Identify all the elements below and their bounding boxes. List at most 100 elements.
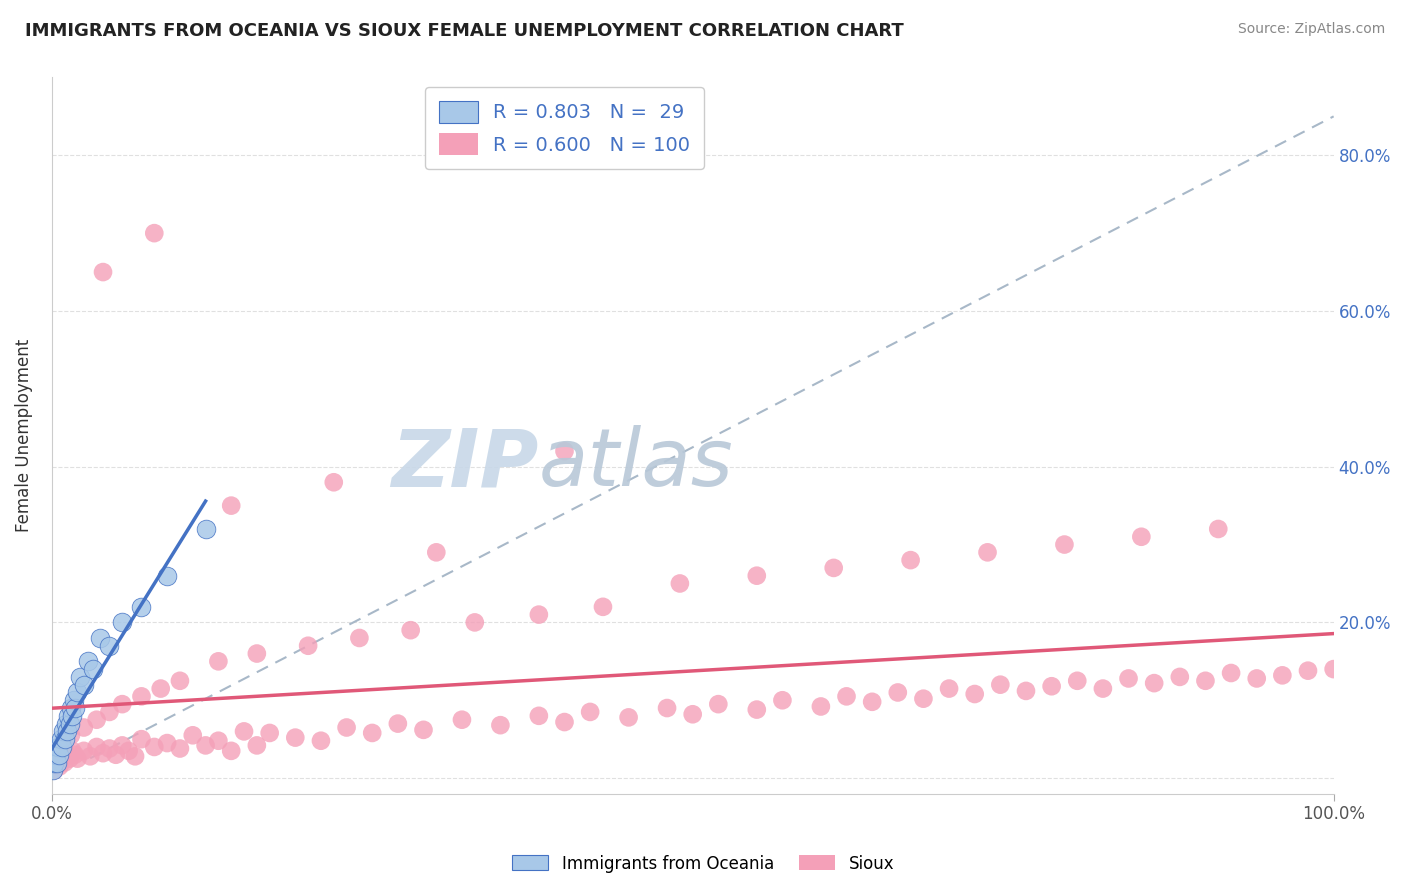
Point: [399, 623, 422, 637]
Point: [63, 747, 86, 762]
Point: [104, 747, 127, 762]
Point: [284, 731, 307, 745]
Point: [1015, 684, 1038, 698]
Point: [76, 654, 98, 668]
Point: [58, 708, 80, 723]
Point: [1066, 673, 1088, 688]
Point: [682, 707, 704, 722]
Point: [810, 699, 832, 714]
Point: [1130, 530, 1153, 544]
Point: [73, 721, 96, 735]
Point: [233, 724, 256, 739]
Point: [59, 701, 82, 715]
Point: [111, 615, 134, 630]
Point: [149, 681, 172, 696]
Point: [91, 746, 114, 760]
Point: [988, 678, 1011, 692]
Point: [52, 724, 75, 739]
Point: [246, 739, 269, 753]
Point: [169, 741, 191, 756]
Point: [297, 639, 319, 653]
Point: [143, 739, 166, 754]
Point: [1271, 668, 1294, 682]
Text: ZIP: ZIP: [391, 425, 538, 503]
Point: [53, 756, 76, 770]
Point: [669, 576, 692, 591]
Point: [98, 741, 121, 756]
Point: [259, 726, 281, 740]
Point: [73, 744, 96, 758]
Point: [44, 764, 66, 778]
Point: [181, 728, 204, 742]
Point: [66, 751, 89, 765]
Point: [98, 705, 121, 719]
Legend: Immigrants from Oceania, Sioux: Immigrants from Oceania, Sioux: [505, 848, 901, 880]
Point: [118, 744, 141, 758]
Point: [412, 723, 434, 737]
Point: [45, 747, 67, 762]
Y-axis label: Female Unemployment: Female Unemployment: [15, 339, 32, 533]
Point: [46, 739, 69, 754]
Point: [156, 736, 179, 750]
Point: [73, 678, 96, 692]
Point: [86, 713, 108, 727]
Point: [49, 732, 72, 747]
Point: [1168, 670, 1191, 684]
Point: [169, 673, 191, 688]
Point: [1246, 672, 1268, 686]
Point: [387, 716, 409, 731]
Point: [53, 732, 76, 747]
Point: [707, 697, 730, 711]
Point: [111, 697, 134, 711]
Point: [1053, 537, 1076, 551]
Point: [1040, 679, 1063, 693]
Point: [79, 749, 101, 764]
Point: [592, 599, 614, 614]
Point: [1220, 665, 1243, 680]
Point: [464, 615, 486, 630]
Point: [770, 693, 793, 707]
Point: [59, 728, 82, 742]
Point: [425, 545, 447, 559]
Point: [45, 756, 67, 770]
Point: [131, 732, 153, 747]
Point: [1194, 673, 1216, 688]
Point: [156, 568, 179, 582]
Point: [60, 744, 83, 758]
Point: [219, 744, 242, 758]
Point: [82, 662, 104, 676]
Text: Source: ZipAtlas.com: Source: ZipAtlas.com: [1237, 22, 1385, 37]
Point: [45, 756, 67, 770]
Point: [44, 756, 66, 770]
Point: [823, 561, 845, 575]
Point: [900, 553, 922, 567]
Point: [51, 751, 73, 765]
Point: [1118, 672, 1140, 686]
Point: [527, 607, 550, 622]
Point: [976, 545, 998, 559]
Point: [349, 631, 371, 645]
Point: [887, 685, 910, 699]
Point: [69, 670, 91, 684]
Point: [98, 639, 121, 653]
Point: [131, 690, 153, 704]
Point: [527, 708, 550, 723]
Point: [489, 718, 512, 732]
Point: [56, 747, 79, 762]
Point: [617, 710, 640, 724]
Point: [835, 690, 858, 704]
Point: [143, 226, 166, 240]
Point: [207, 733, 229, 747]
Point: [963, 687, 986, 701]
Point: [194, 522, 217, 536]
Point: [66, 685, 89, 699]
Point: [89, 631, 111, 645]
Point: [860, 695, 883, 709]
Point: [553, 714, 575, 729]
Point: [1323, 662, 1346, 676]
Point: [55, 716, 77, 731]
Point: [207, 654, 229, 668]
Point: [938, 681, 960, 696]
Point: [1296, 664, 1319, 678]
Point: [194, 739, 217, 753]
